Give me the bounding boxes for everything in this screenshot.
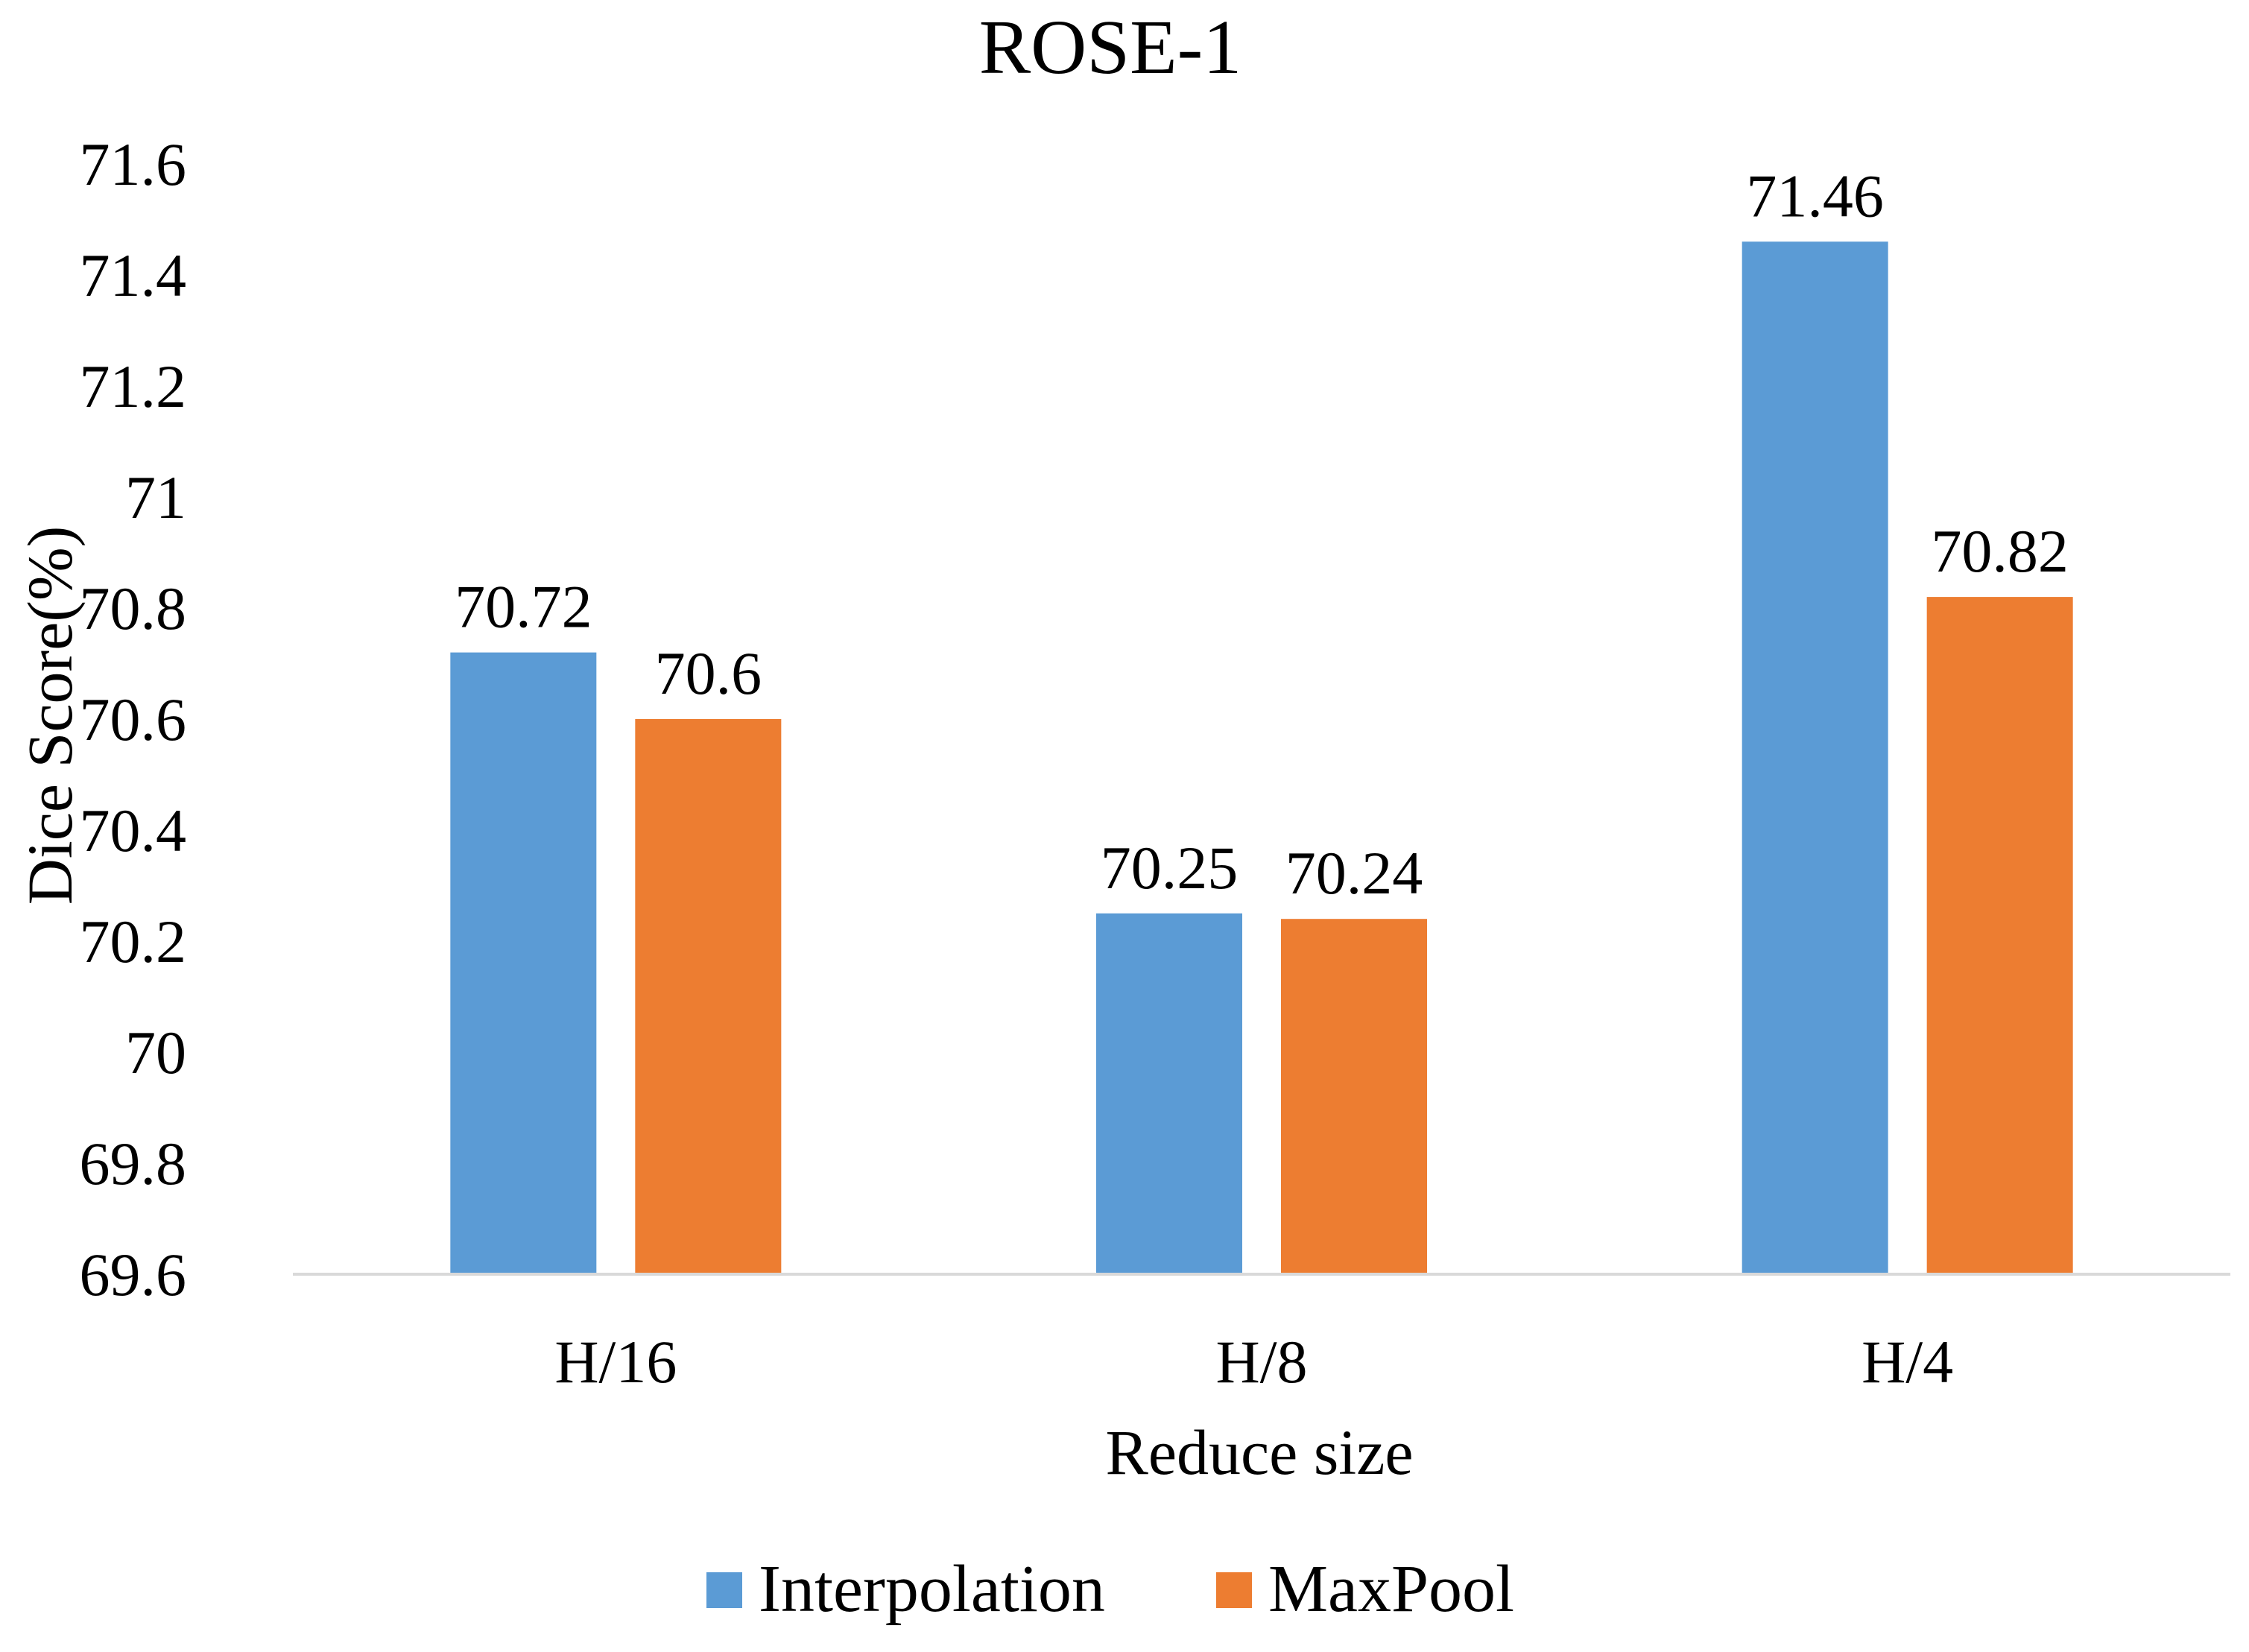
y-tick-label: 70.6 <box>80 686 187 753</box>
bar-maxpool-0 <box>635 719 782 1274</box>
y-tick-label: 70 <box>125 1019 186 1086</box>
y-tick-label: 71 <box>125 463 186 531</box>
y-tick-label: 70.8 <box>80 575 187 642</box>
bar-data-label: 70.72 <box>455 573 592 641</box>
x-axis-ticks: H/16 H/8 H/4 <box>554 1328 1953 1396</box>
legend-label: Interpolation <box>759 1552 1105 1626</box>
bar-interpolation-0 <box>450 652 597 1274</box>
bar-interpolation-2 <box>1742 241 1888 1274</box>
y-tick-label: 69.8 <box>80 1130 187 1197</box>
y-tick-label: 70.2 <box>80 908 187 975</box>
y-tick-label: 71.4 <box>80 241 187 309</box>
x-tick-label: H/16 <box>554 1328 677 1396</box>
legend: Interpolation MaxPool <box>706 1552 1514 1626</box>
bar-data-label: 71.46 <box>1746 162 1884 230</box>
legend-swatch-interpolation <box>706 1572 742 1608</box>
bar-maxpool-2 <box>1926 597 2073 1274</box>
bar-data-label: 70.6 <box>655 639 762 707</box>
bar-data-label: 70.82 <box>1931 517 2069 585</box>
x-tick-label: H/4 <box>1861 1328 1953 1396</box>
legend-label: MaxPool <box>1268 1552 1514 1626</box>
x-tick-label: H/8 <box>1216 1328 1308 1396</box>
chart-title: ROSE-1 <box>979 4 1241 90</box>
y-tick-label: 69.6 <box>80 1241 187 1308</box>
bar-data-label: 70.24 <box>1285 839 1423 907</box>
legend-swatch-maxpool <box>1216 1572 1252 1608</box>
y-tick-label: 71.2 <box>80 352 187 420</box>
bar-data-label: 70.25 <box>1101 834 1239 902</box>
y-tick-label: 71.6 <box>80 130 187 198</box>
y-tick-label: 70.4 <box>80 797 187 864</box>
bar-data-labels: 70.72 70.6 70.25 70.24 71.46 70.82 <box>455 162 2069 907</box>
bar-series <box>450 241 2073 1274</box>
y-axis-ticks: 69.6 69.8 70 70.2 70.4 70.6 70.8 71 71.2 71.4 71.6 <box>80 130 187 1308</box>
bar-maxpool-1 <box>1281 919 1427 1274</box>
bar-interpolation-1 <box>1096 913 1242 1274</box>
x-axis-label: Reduce size <box>1105 1417 1413 1488</box>
y-axis-label: Dice Score(%) <box>14 526 86 905</box>
